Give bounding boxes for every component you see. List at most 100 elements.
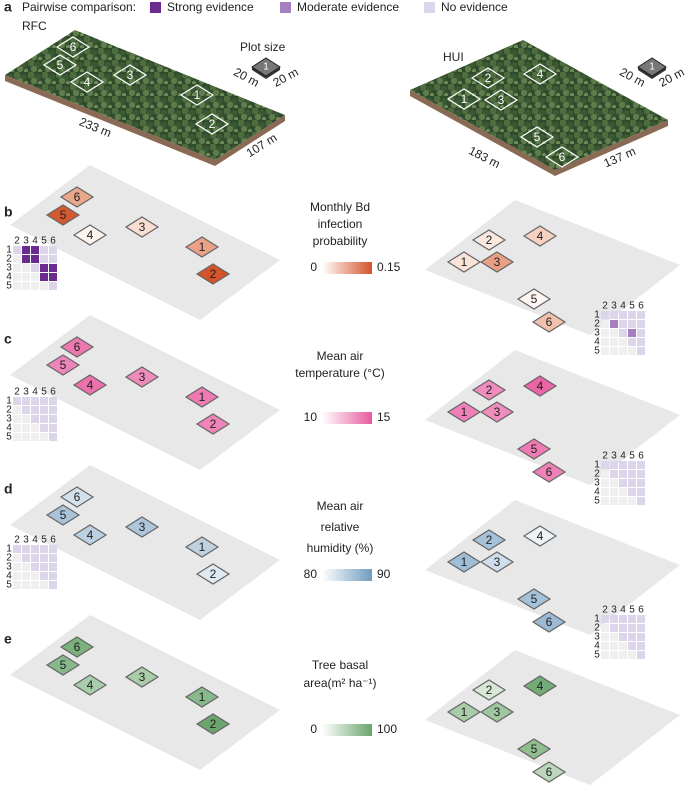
legend-swatch	[424, 2, 435, 13]
matrix-cell	[628, 329, 636, 337]
plot-label: 2	[486, 683, 493, 697]
matrix-empty	[610, 329, 618, 337]
plot-label: 1	[461, 255, 468, 269]
matrix-cell	[628, 488, 636, 496]
matrix-cell	[619, 461, 627, 469]
matrix-cell	[628, 642, 636, 650]
matrix-cell	[628, 320, 636, 328]
plot-label: 3	[139, 520, 146, 534]
matrix-empty	[601, 338, 609, 346]
matrix-row-label: 2	[594, 623, 600, 634]
scale-title: Mean air	[317, 349, 364, 363]
matrix-empty	[22, 282, 30, 290]
plot-label: 5	[60, 658, 67, 672]
plot-label: 3	[139, 670, 146, 684]
matrix-cell	[40, 406, 48, 414]
color-scale	[322, 262, 372, 274]
matrix-empty	[601, 624, 609, 632]
plot-size-icon	[637, 57, 667, 77]
matrix-row-label: 1	[6, 396, 12, 407]
matrix-cell	[13, 397, 21, 405]
matrix-empty	[601, 479, 609, 487]
matrix-row-label: 1	[6, 245, 12, 256]
matrix-empty	[40, 581, 48, 589]
matrix-empty	[628, 651, 636, 659]
plot-outline	[69, 71, 105, 93]
plot-label: 1	[461, 405, 468, 419]
legend-label: Moderate evidence	[297, 0, 399, 14]
matrix-cell	[31, 255, 39, 263]
panel-label: a	[4, 0, 12, 15]
matrix-cell	[49, 397, 57, 405]
panel-label: e	[4, 631, 12, 647]
plot-cell	[516, 438, 552, 460]
plot-cell	[531, 611, 567, 633]
matrix-cell	[31, 406, 39, 414]
plot-label: 2	[210, 567, 217, 581]
plot-cell	[522, 375, 558, 397]
plot-label: 6	[74, 340, 81, 354]
matrix-cell	[637, 488, 645, 496]
plot-label: 4	[87, 378, 94, 392]
matrix-cell	[49, 255, 57, 263]
matrix-col-label: 5	[41, 387, 47, 398]
matrix-cell	[22, 397, 30, 405]
plot-size-icon	[251, 57, 281, 77]
matrix-cell	[22, 255, 30, 263]
plot-label: 5	[534, 130, 541, 144]
matrix-cell	[49, 273, 57, 281]
plot-size-title: Plot size	[240, 40, 286, 54]
scale-max: 100	[377, 722, 397, 736]
plot-label: 2	[486, 383, 493, 397]
matrix-empty	[40, 282, 48, 290]
plot-cell	[479, 701, 515, 723]
matrix-cell	[49, 282, 57, 290]
plot-label: 3	[139, 220, 146, 234]
matrix-cell	[13, 545, 21, 553]
matrix-cell	[637, 329, 645, 337]
matrix-empty	[628, 497, 636, 505]
plot-label: 1	[199, 540, 206, 554]
plot-label: 2	[210, 267, 217, 281]
plot-label: 6	[546, 465, 553, 479]
matrix-col-label: 6	[638, 301, 644, 312]
scale-title: temperature (°C)	[295, 366, 385, 380]
matrix-empty	[601, 320, 609, 328]
plot-label: 5	[531, 742, 538, 756]
matrix-empty	[13, 255, 21, 263]
matrix-empty	[40, 433, 48, 441]
matrix-cell	[619, 633, 627, 641]
matrix-cell	[40, 545, 48, 553]
matrix-cell	[49, 406, 57, 414]
matrix-cell	[637, 470, 645, 478]
matrix-cell	[49, 581, 57, 589]
plot-size-number: 1	[263, 62, 269, 73]
plot-label: 2	[209, 117, 216, 131]
matrix-cell	[637, 347, 645, 355]
matrix-cell	[49, 563, 57, 571]
matrix-cell	[22, 246, 30, 254]
plot-outline	[194, 113, 230, 135]
matrix-cell	[619, 329, 627, 337]
matrix-cell	[637, 633, 645, 641]
plot-label: 3	[494, 705, 501, 719]
matrix-col-label: 4	[620, 605, 626, 616]
matrix-empty	[31, 273, 39, 281]
matrix-cell	[619, 479, 627, 487]
plot-outline	[470, 67, 506, 89]
matrix-cell	[628, 311, 636, 319]
matrix-empty	[13, 282, 21, 290]
plot-label: 6	[546, 315, 553, 329]
plot-cell	[479, 551, 515, 573]
plot-cell	[59, 486, 95, 508]
plot-cell	[72, 224, 108, 246]
matrix-empty	[601, 651, 609, 659]
matrix-row-label: 1	[594, 614, 600, 625]
legend-title: Pairwise comparison:	[22, 0, 136, 14]
plot-cell	[531, 311, 567, 333]
block-side	[410, 90, 668, 176]
scale-max: 90	[377, 567, 391, 581]
plot-label: 3	[139, 370, 146, 384]
matrix-row-label: 5	[594, 650, 600, 661]
matrix-empty	[619, 347, 627, 355]
